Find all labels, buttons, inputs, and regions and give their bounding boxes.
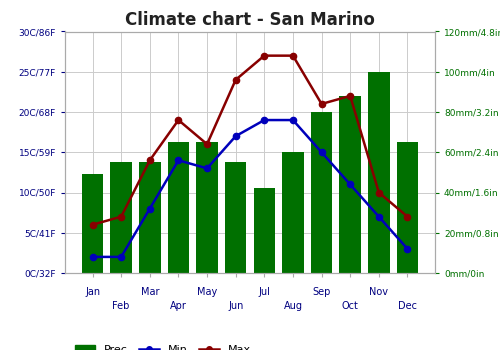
Text: Dec: Dec [398,301,417,311]
Bar [82,174,104,273]
Text: Nov: Nov [370,287,388,297]
Text: Feb: Feb [112,301,130,311]
Bar [340,96,361,273]
Title: Climate chart - San Marino: Climate chart - San Marino [125,10,375,29]
Text: Jan: Jan [85,287,100,297]
Bar [396,142,418,273]
Text: Sep: Sep [312,287,331,297]
Legend: Prec, Min, Max: Prec, Min, Max [70,340,255,350]
Bar [225,162,246,273]
Bar [311,112,332,273]
Bar [368,72,390,273]
Bar [254,189,275,273]
Text: May: May [197,287,217,297]
Bar [196,142,218,273]
Bar [168,142,189,273]
Bar [110,162,132,273]
Text: Aug: Aug [284,301,302,311]
Text: Mar: Mar [140,287,159,297]
Text: Apr: Apr [170,301,187,311]
Bar [282,152,304,273]
Text: Oct: Oct [342,301,358,311]
Bar [139,162,160,273]
Text: Jun: Jun [228,301,244,311]
Text: Jul: Jul [258,287,270,297]
